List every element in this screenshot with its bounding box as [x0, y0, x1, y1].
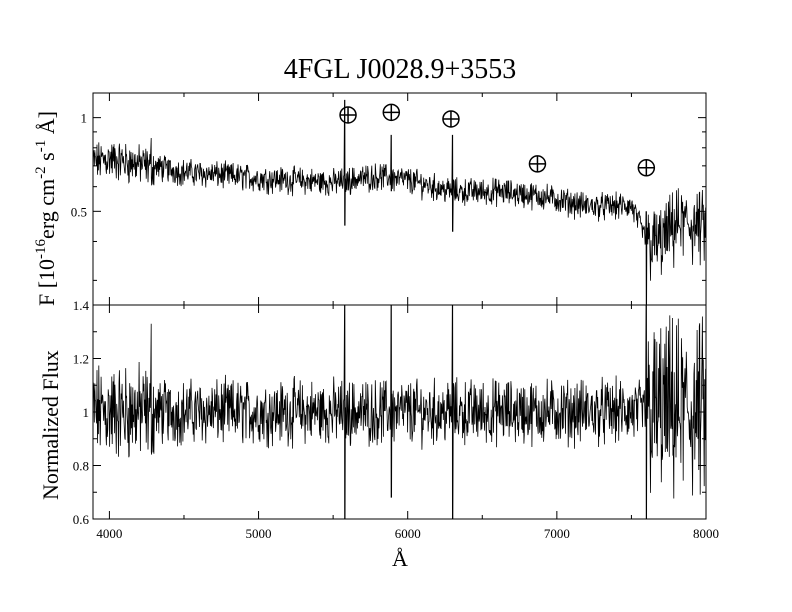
- top-panel-frame: [92, 92, 707, 306]
- top-flux-series-line: [92, 99, 707, 306]
- ylabel-mid: erg cm: [34, 179, 59, 239]
- bottom-y-tick-label: 1: [83, 405, 90, 420]
- ylabel-exp2: -2: [33, 166, 49, 179]
- x-tick-label: 8000: [693, 526, 719, 541]
- telluric-markers: [339, 103, 656, 177]
- x-tick-label: 7000: [544, 526, 570, 541]
- ylabel-exp3: -1: [33, 140, 49, 153]
- bottom-y-axis-label: Normalized Flux: [38, 350, 63, 500]
- bottom-y-tick-label: 0.8: [73, 459, 89, 474]
- ylabel-unit: Å]: [34, 111, 59, 140]
- top-y-tick-label: 1: [81, 111, 88, 126]
- x-tick-label: 6000: [395, 526, 421, 541]
- x-axis-label: Å: [392, 546, 408, 571]
- top-y-tick-label: 0.5: [71, 204, 87, 219]
- ylabel-s: s: [34, 152, 59, 166]
- bottom-y-tick-label: 1.2: [73, 352, 89, 367]
- bottom-y-tick-label: 0.6: [73, 512, 90, 527]
- normalized-flux-series-line: [92, 304, 707, 520]
- top-panel: 0.51: [71, 92, 707, 306]
- bottom-panel-ticks: 0.6 0.8 1 1.2 1.4 4000 5000 6000 7000 8000: [73, 298, 719, 541]
- ylabel-exp1: -16: [33, 238, 49, 258]
- bottom-panel: 0.6 0.8 1 1.2 1.4 4000 5000 6000 7000 8000: [73, 298, 719, 541]
- ylabel-main: F [10: [34, 259, 59, 306]
- top-panel-ticks: 0.51: [71, 93, 707, 305]
- bottom-y-tick-label: 1.4: [73, 298, 90, 313]
- x-tick-label: 4000: [96, 526, 122, 541]
- top-y-axis-label: F [10-16erg cm-2 s-1 Å]: [33, 111, 59, 306]
- chart-title: 4FGL J0028.9+3553: [284, 54, 517, 85]
- x-tick-label: 5000: [246, 526, 272, 541]
